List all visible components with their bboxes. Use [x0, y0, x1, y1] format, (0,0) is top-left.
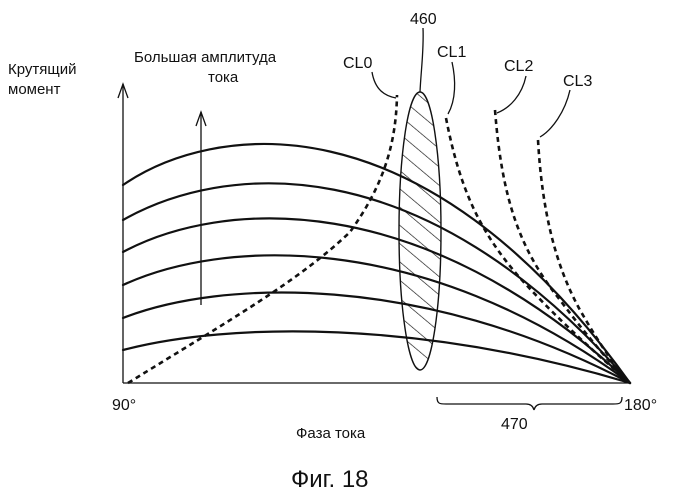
amplitude-label-line2: тока: [208, 69, 239, 86]
torque-curve-5: [123, 183, 630, 383]
cl2-leader: [497, 76, 526, 113]
cl3-label: CL3: [563, 73, 592, 90]
cl1-leader: [448, 62, 455, 114]
x-axis-start-label: 90°: [112, 397, 136, 414]
torque-curve-4: [123, 218, 630, 383]
figure-caption: Фиг. 18: [291, 466, 369, 493]
bracket-470: [437, 397, 622, 410]
cl0-label: CL0: [343, 55, 372, 72]
cl1-curve: [446, 118, 630, 383]
amplitude-label-line1: Большая амплитуда: [134, 49, 277, 66]
cl2-label: CL2: [504, 58, 533, 75]
y-axis-title-line1: Крутящий: [8, 61, 77, 78]
ref-460-label: 460: [410, 11, 437, 28]
hatched-region-460: [399, 92, 441, 370]
cl3-leader: [540, 90, 570, 137]
cl0-leader: [372, 72, 396, 98]
ref-460-leader: [420, 28, 423, 92]
x-axis-end-label: 180°: [624, 397, 657, 414]
y-axis-title-line2: момент: [8, 81, 61, 98]
ref-470-label: 470: [501, 416, 528, 433]
cl1-label: CL1: [437, 44, 466, 61]
cl2-curve: [495, 110, 630, 383]
x-axis-title: Фаза тока: [296, 425, 366, 442]
